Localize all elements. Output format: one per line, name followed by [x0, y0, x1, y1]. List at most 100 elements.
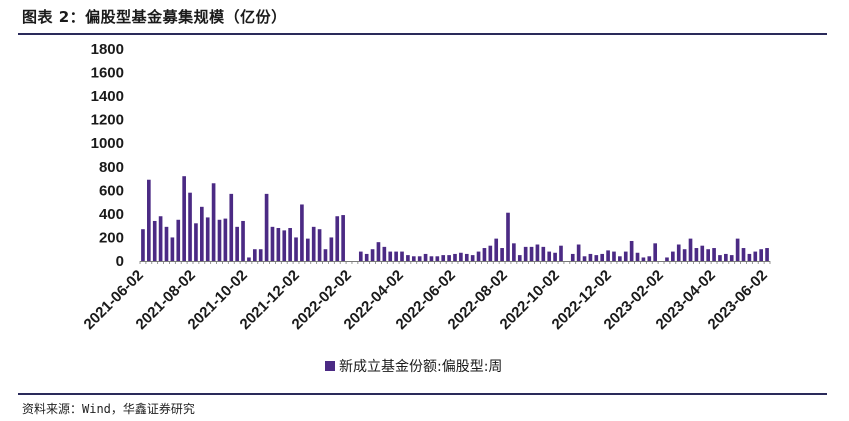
bar — [517, 255, 522, 261]
bar — [200, 206, 204, 261]
bar — [559, 245, 563, 261]
legend-label: 新成立基金份额:偏股型:周 — [339, 358, 502, 375]
bar — [235, 226, 239, 261]
y-tick-label: 800 — [99, 159, 124, 176]
bar — [276, 228, 281, 261]
bar — [423, 253, 428, 261]
bar — [588, 253, 593, 261]
bar — [712, 248, 716, 261]
bar — [158, 216, 163, 261]
bar-series — [141, 176, 769, 261]
bar — [470, 255, 475, 261]
y-tick-label: 600 — [99, 182, 124, 199]
bar — [300, 204, 304, 261]
bar — [488, 245, 493, 261]
bar — [718, 255, 722, 261]
bar — [706, 249, 710, 261]
bar — [182, 176, 186, 261]
y-tick-label: 1000 — [91, 135, 124, 152]
bar — [229, 193, 234, 261]
bar — [170, 237, 175, 261]
bar — [682, 249, 687, 261]
bar — [747, 253, 752, 261]
bar — [476, 251, 481, 261]
bar — [459, 252, 463, 261]
chart-title: 图表 2：偏股型基金募集规模（亿份） — [22, 8, 287, 26]
bar — [376, 242, 381, 261]
bar — [382, 246, 387, 261]
bar — [388, 251, 393, 261]
bar — [735, 238, 740, 261]
bar — [629, 240, 634, 261]
bar — [364, 253, 369, 261]
bar — [553, 252, 557, 261]
bar — [400, 251, 404, 261]
bar — [429, 256, 434, 261]
x-axis: 2021-06-022021-08-022021-10-022021-12-02… — [81, 261, 771, 333]
bar — [241, 220, 245, 261]
y-tick-label: 1800 — [91, 41, 124, 58]
bar — [294, 237, 298, 261]
bar — [753, 251, 758, 261]
bar — [594, 255, 599, 261]
source-note: 资料来源：Wind，华鑫证券研究 — [22, 402, 195, 416]
bar — [453, 253, 457, 261]
bar — [576, 244, 581, 261]
bar — [759, 249, 763, 261]
bar — [288, 228, 292, 261]
legend: 新成立基金份额:偏股型:周 — [325, 358, 502, 375]
bar — [270, 226, 275, 261]
bar — [317, 229, 322, 261]
bar — [482, 248, 487, 261]
bar — [506, 212, 510, 261]
bar — [623, 251, 628, 261]
bar — [618, 256, 622, 261]
bar — [582, 256, 587, 261]
bar — [541, 246, 546, 261]
bar — [464, 253, 469, 261]
bar — [282, 230, 287, 261]
bar — [223, 218, 228, 261]
y-tick-label: 1600 — [91, 65, 124, 82]
bar — [570, 253, 575, 261]
bar — [606, 250, 610, 261]
bar — [152, 220, 157, 261]
bar — [512, 243, 516, 261]
y-axis: 0 200 400 600 800 1000 1200 1400 1600 1800 — [91, 41, 124, 270]
bar — [394, 251, 398, 261]
bar — [535, 244, 540, 261]
bar — [435, 256, 440, 261]
bar — [141, 229, 145, 261]
top-rule — [18, 33, 827, 35]
bar — [529, 246, 534, 261]
legend-swatch — [325, 361, 335, 371]
bar — [335, 216, 340, 261]
bar — [358, 251, 363, 261]
bar — [688, 238, 693, 261]
bar — [724, 253, 728, 261]
bar — [247, 257, 251, 261]
y-tick-label: 400 — [99, 206, 124, 223]
y-tick-label: 1200 — [91, 112, 124, 129]
bar — [523, 246, 528, 261]
bar — [729, 255, 734, 261]
bar — [665, 257, 669, 261]
bar — [252, 249, 257, 261]
bar — [641, 257, 646, 261]
bar — [211, 183, 216, 261]
bar — [305, 238, 310, 261]
bar — [329, 237, 334, 261]
bar — [147, 179, 151, 261]
bar — [411, 256, 416, 261]
bar — [653, 243, 658, 261]
y-tick-label: 200 — [99, 229, 124, 246]
bar — [635, 252, 640, 261]
bar — [671, 251, 675, 261]
bar — [176, 219, 181, 261]
bar — [406, 255, 410, 261]
bar — [217, 219, 222, 261]
bar — [600, 253, 605, 261]
y-tick-label: 0 — [116, 253, 124, 270]
bar — [323, 249, 328, 261]
